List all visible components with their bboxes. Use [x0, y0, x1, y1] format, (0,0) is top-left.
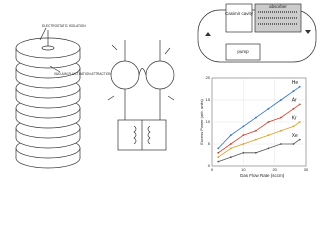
point	[280, 99, 282, 101]
point	[254, 129, 257, 132]
y-tick-label: 20	[206, 75, 211, 80]
point	[229, 143, 232, 145]
point	[267, 107, 270, 110]
screenshot: ELECTROSTATIC ISOLATION VACUUM FLUCTUATI…	[15, 3, 317, 178]
label: absorber	[269, 4, 287, 9]
point	[292, 143, 295, 145]
point	[280, 129, 282, 132]
point	[217, 147, 220, 150]
point	[292, 107, 295, 110]
point	[298, 121, 301, 123]
y-tick-label: 10	[206, 119, 211, 124]
y-axis-label: Excess Power (arb. units)	[199, 99, 204, 145]
label: ELECTROSTATIC ISOLATION	[42, 24, 86, 28]
point	[267, 147, 270, 150]
point	[292, 125, 295, 128]
series-label: He	[292, 80, 299, 86]
x-tick-label: 10	[241, 167, 246, 172]
series-label: Ar	[292, 98, 297, 104]
y-tick-label: 5	[208, 141, 211, 146]
point	[280, 143, 282, 145]
point	[298, 103, 301, 106]
point	[217, 151, 220, 154]
point	[229, 134, 232, 137]
x-axis-label: Gas Flow Rate (sccm)	[240, 173, 285, 178]
point	[254, 151, 257, 154]
label: Casimir cavity	[225, 11, 254, 16]
series-line	[218, 139, 300, 162]
point	[298, 138, 301, 141]
point	[298, 85, 301, 88]
x-tick-label: 30	[304, 167, 309, 172]
series-line	[218, 121, 300, 158]
series-line	[218, 104, 300, 154]
cavity-diagram	[197, 3, 317, 63]
point	[229, 156, 232, 159]
label: pump	[237, 49, 249, 54]
patent-drawing	[107, 40, 175, 151]
series-label: Xe	[292, 133, 298, 139]
point	[267, 121, 270, 123]
point	[242, 143, 245, 145]
point	[242, 125, 245, 128]
point	[217, 160, 220, 163]
point	[242, 151, 245, 154]
y-tick-label: 15	[206, 97, 211, 102]
point	[254, 116, 257, 119]
y-tick-label: 0	[208, 163, 211, 168]
point	[280, 116, 282, 119]
point	[242, 134, 245, 137]
x-tick-label: 0	[211, 167, 214, 172]
series-label: Kr	[292, 115, 297, 121]
label: VACUUM FLUCTUATION ATTRACTION	[54, 72, 112, 76]
series-line	[217, 86, 300, 149]
point	[267, 134, 270, 137]
point	[254, 138, 257, 141]
point	[217, 156, 220, 159]
point	[292, 90, 295, 93]
point	[229, 147, 232, 150]
disk-stack	[15, 30, 81, 169]
x-tick-label: 20	[272, 167, 277, 172]
